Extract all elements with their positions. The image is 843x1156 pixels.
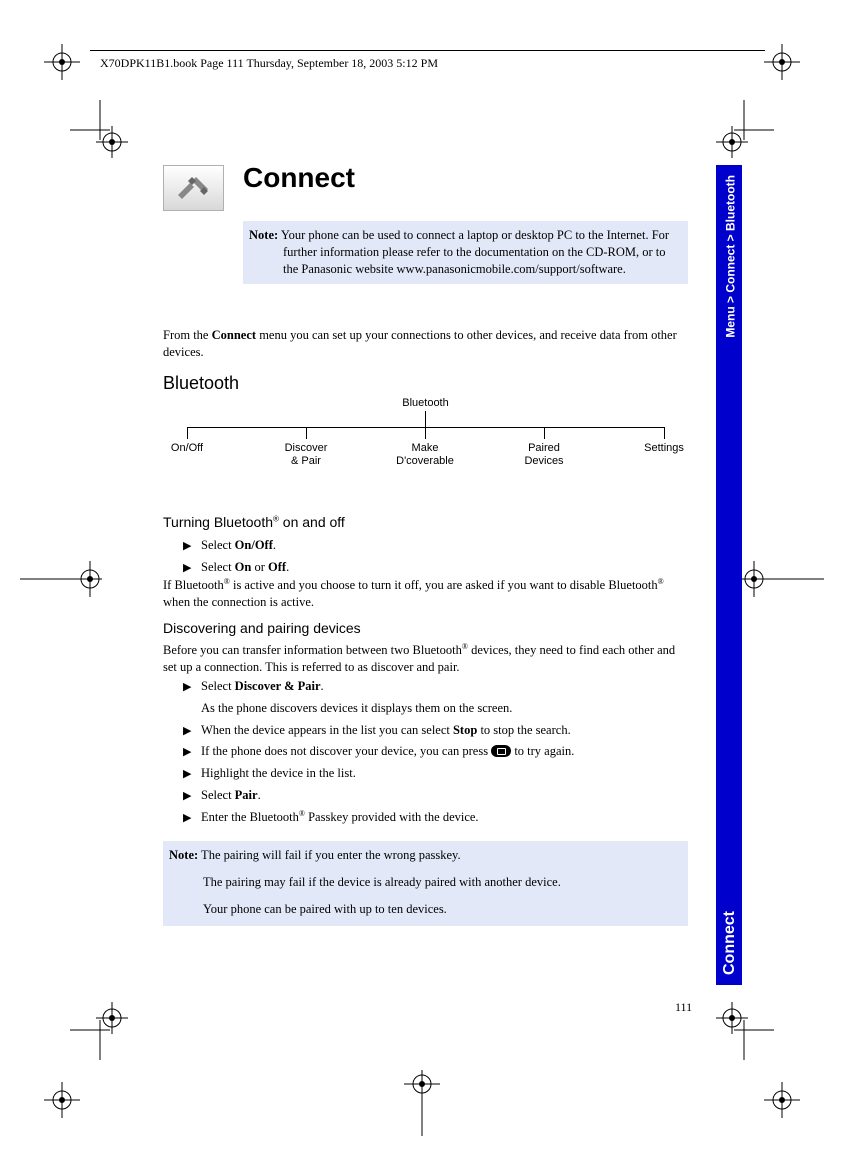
crop-mark-left [20,558,102,600]
list-item: ▶Highlight the device in the list. [183,764,688,783]
diagram-leaf-label: PairedDevices [499,442,589,467]
reg-mark-br [762,1080,802,1120]
heading-bluetooth: Bluetooth [163,373,239,394]
diagram-leaf-label: MakeD'coverable [380,442,470,467]
list-item: ▶When the device appears in the list you… [183,721,688,740]
paragraph-before: Before you can transfer information betw… [163,642,688,676]
crop-mark-right [742,558,824,600]
note-box-pairing: Note: The pairing will fail if you enter… [163,841,688,926]
crop-corner-tl [70,100,130,160]
crop-corner-br [714,1000,774,1060]
sidebar-breadcrumb: Menu > Connect > Bluetooth [724,175,738,338]
note-body: Your phone can be used to connect a lapt… [278,228,669,276]
note-box-intro: Note: Your phone can be used to connect … [243,221,688,284]
reg-mark-tl [42,42,82,82]
list-item: ▶Select On or Off. [183,558,688,577]
reg-mark-tr [762,42,802,82]
crop-mark-bottom [400,1070,444,1136]
page-number: 111 [675,1000,692,1015]
reg-mark-bl [42,1080,82,1120]
list-item-sub: As the phone discovers devices it displa… [183,699,688,718]
list-item: ▶Select On/Off. [183,536,688,555]
diagram-leaf-label: Discover& Pair [261,442,351,467]
list-item: ▶Select Pair. [183,786,688,805]
diagram-leaf-label: Settings [619,442,709,455]
list-turning: ▶Select On/Off. ▶Select On or Off. [183,536,688,580]
paragraph-if-bluetooth: If Bluetooth® is active and you choose t… [163,577,688,611]
button-key-icon [491,745,511,757]
intro-paragraph: From the Connect menu you can set up you… [163,327,688,361]
header-text: X70DPK11B1.book Page 111 Thursday, Septe… [100,56,438,71]
list-item: ▶If the phone does not discover your dev… [183,742,688,761]
note-label: Note: [169,848,198,862]
diagram-leaf-label: On/Off [142,442,232,455]
sidebar-tab: Menu > Connect > Bluetooth Connect [716,165,742,985]
heading-discovering: Discovering and pairing devices [163,620,361,636]
heading-turning: Turning Bluetooth® on and off [163,514,345,530]
crop-corner-bl [70,1000,130,1060]
header-rule [90,50,765,51]
list-discovering: ▶Select Discover & Pair. As the phone di… [183,677,688,829]
diagram-root-label: Bluetooth [173,397,678,409]
sidebar-section: Connect [721,911,739,975]
connect-icon [163,165,224,211]
page-title: Connect [243,162,355,194]
crop-corner-tr [714,100,774,160]
list-item: ▶Enter the Bluetooth® Passkey provided w… [183,808,688,827]
list-item: ▶Select Discover & Pair. [183,677,688,696]
bluetooth-diagram: Bluetooth On/OffDiscover& PairMakeD'cove… [173,397,678,467]
note-label: Note: [249,228,278,242]
